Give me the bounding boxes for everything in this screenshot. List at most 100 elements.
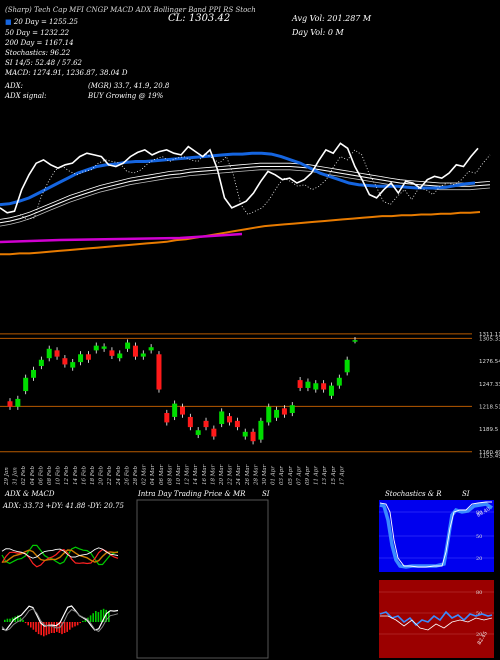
legend-50day: 50 Day = 1232.22 [5, 29, 70, 37]
candle-body [234, 420, 240, 428]
macd-histogram-bar [53, 622, 55, 633]
candle-body [7, 401, 13, 407]
candle-body [54, 350, 60, 357]
rsi-corner-label: 82.45 [477, 631, 489, 646]
stoch-level-label: 80 [476, 510, 482, 516]
stoch-title: Stochastics & R [385, 490, 442, 498]
rsi-line [379, 610, 493, 627]
candle-body [321, 383, 327, 390]
legend-si: SI 14/5: 52.48 / 57.62 [5, 59, 82, 67]
date-label: 20 Mar [219, 464, 225, 486]
date-label: 04 Mar [150, 464, 156, 485]
rsi-level-label: 50 [476, 611, 482, 617]
date-label: 20 Feb [99, 465, 105, 486]
macd-line [1, 605, 119, 631]
macd-histogram-bar [87, 617, 89, 622]
date-label: 28 Feb [133, 465, 139, 486]
macd-histogram-bar [63, 622, 66, 633]
macd-signal-line [1, 608, 119, 633]
macd-histogram-bar [69, 622, 71, 630]
date-label: 10 Feb [56, 465, 62, 485]
plus-dy-line [1, 544, 119, 566]
macd-histogram-bar [79, 622, 81, 624]
date-label: 06 Mar [159, 464, 165, 485]
macd-histogram-bar [6, 618, 9, 622]
macd-histogram-bar [71, 622, 74, 628]
date-label: 14 Feb [73, 465, 79, 485]
adx-signal: BUY Growing @ 19% [88, 92, 164, 100]
macd-histogram-bar [14, 616, 16, 622]
macd-histogram-bar [30, 622, 32, 628]
date-label: 14 Mar [193, 464, 199, 485]
adx-line [1, 549, 119, 563]
date-label: 07 Apr [296, 466, 302, 485]
intraday-si: SI [262, 490, 270, 498]
price-level-label: 1305.33 [479, 336, 500, 342]
magenta-line [0, 232, 243, 244]
legend-stochastics: Stochastics: 96.22 [5, 49, 71, 57]
intraday-title: Intra Day Trading Price & MR [138, 490, 246, 498]
candle-body [219, 411, 225, 424]
candle-body [101, 346, 107, 349]
candle-body [305, 381, 311, 388]
price-level-label: 1155.49 [479, 454, 500, 460]
date-label: 17 Apr [339, 466, 345, 485]
candle-body [352, 340, 358, 342]
candle-body [125, 342, 131, 349]
stoch-level-label: 50 [476, 534, 482, 540]
candle-body [195, 430, 201, 435]
price-level-label: 1247.33 [479, 382, 500, 388]
candle-body [344, 359, 350, 373]
rsi-level-label: 20 [476, 632, 482, 638]
date-label: 11 Apr [314, 466, 320, 485]
macd-histogram-bar [45, 622, 48, 636]
date-label: 02 Mar [142, 464, 148, 485]
candle-body [78, 354, 84, 363]
macd-histogram-bar [102, 608, 105, 622]
legend-20day: ■ 20 Day = 1255.25 [5, 18, 78, 26]
macd-histogram-bar [61, 622, 63, 635]
date-label: 16 Mar [202, 464, 208, 485]
macd-histogram-bar [24, 622, 27, 624]
candle-body [328, 385, 334, 396]
candle-body [156, 354, 162, 390]
date-label: 18 Mar [210, 464, 216, 485]
candle-body [164, 413, 170, 423]
price-level-label: 1160.49 [479, 450, 500, 456]
date-label: 09 Apr [305, 466, 311, 485]
candle-body [242, 431, 248, 437]
macd-histogram-bar [84, 619, 87, 622]
stoch-corner-label: 80.40 [476, 506, 491, 518]
candle-body [187, 416, 193, 428]
macd-histogram-bar [27, 622, 29, 626]
date-label: 02 Feb [21, 465, 27, 485]
date-label: 22 Feb [107, 465, 113, 486]
legend-macd: MACD: 1274.91, 1236.87, 38.04 D [5, 69, 128, 77]
date-label: 26 Feb [124, 465, 130, 486]
macd-histogram-bar [11, 617, 14, 622]
adx-label: ADX: [5, 82, 24, 90]
macd-histogram-bar [95, 611, 97, 622]
candle-body [313, 383, 319, 390]
macd-histogram-bar [22, 619, 24, 622]
candle-body [132, 345, 138, 357]
candle-body [85, 354, 91, 360]
date-label: 12 Feb [64, 465, 70, 485]
price-level-label: 1218.51 [479, 404, 500, 410]
candle-body [148, 347, 154, 351]
macd-panel-bg [0, 598, 120, 660]
candle-body [180, 406, 185, 415]
macd-histogram-bar [17, 615, 19, 622]
adx-panel-bg [0, 510, 120, 575]
rsi-white-line [380, 615, 493, 631]
macd-histogram-bar [40, 622, 42, 636]
macd-histogram-bar [9, 618, 11, 622]
stochastics-panel-bg [379, 500, 494, 572]
day-volume: Day Vol: 0 M [292, 28, 344, 37]
price-level-label: 1276.54 [479, 359, 500, 365]
date-label: 08 Mar [167, 464, 173, 485]
macd-histogram-bar [66, 622, 68, 632]
top-tags: (Sharp) Tech Cap MFI CNGP MACD ADX Bolli… [5, 6, 256, 14]
price-level-label: 1189.5 [479, 427, 499, 433]
macd-histogram-bar [50, 622, 53, 633]
